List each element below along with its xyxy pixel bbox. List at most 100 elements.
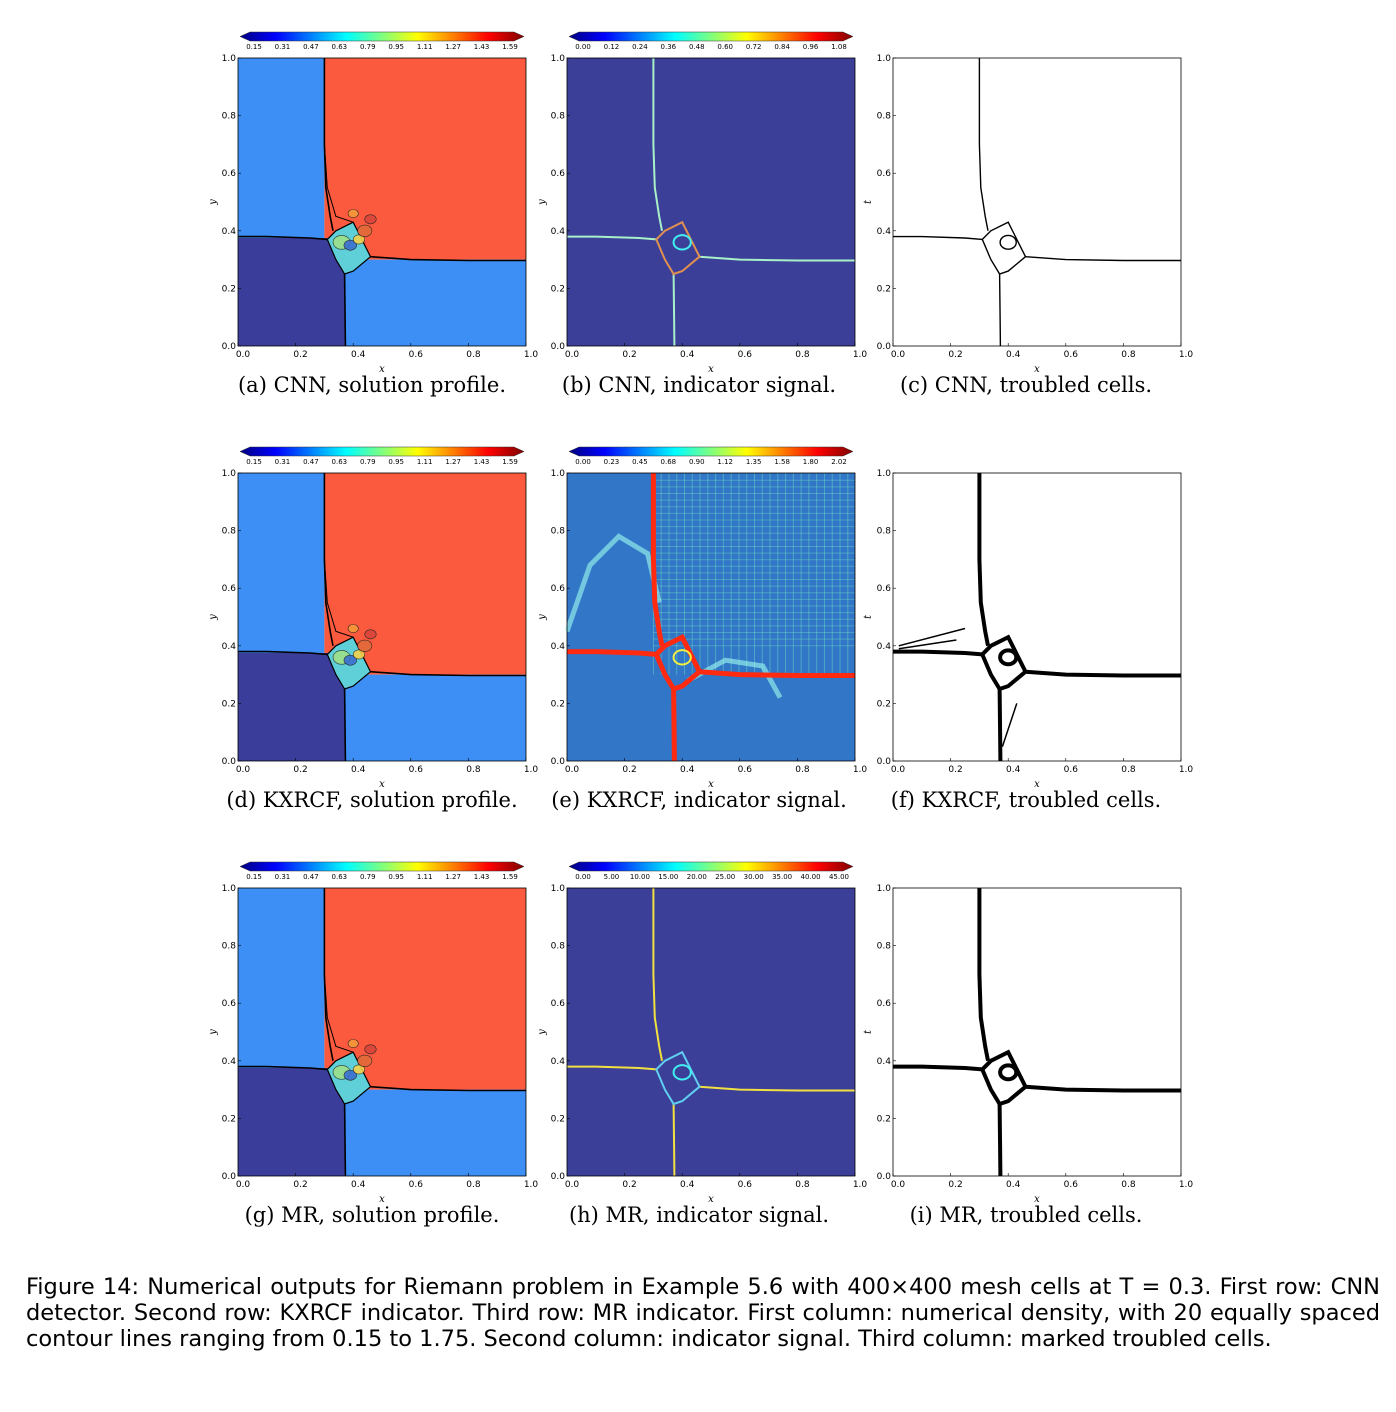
x-tick-label: 0.2 [293,350,307,360]
signal-shock-line [567,1065,657,1071]
x-tick-label: 0.8 [1121,1180,1136,1190]
colorbar-tick-label: 45.00 [829,873,849,881]
colorbar-tick-label: 0.47 [303,873,319,881]
colorbar-tick-label: 5.00 [604,873,620,881]
x-tick-label: 0.0 [236,1180,251,1190]
x-tick-label: 0.2 [948,350,962,360]
y-tick-label: 0.8 [222,527,237,537]
colorbar-tick-label: 0.79 [360,43,376,51]
contact-contour [323,144,354,223]
y-tick-label: 0.6 [877,999,892,1009]
contour-blob [364,629,377,640]
x-tick-label: 0.0 [891,765,906,775]
x-tick-label: 0.6 [738,1180,753,1190]
colorbar-tick-label: 0.60 [717,43,733,51]
figure-caption: Figure 14: Numerical outputs for Riemann… [26,1274,1380,1352]
colorbar-tick-label: 0.31 [275,873,291,881]
y-tick-label: 0.4 [222,1057,237,1067]
x-tick-label: 0.2 [622,765,636,775]
colorbar-tick-label: 0.36 [661,43,677,51]
subcaption-d: (d) KXRCF, solution profile. [226,788,518,812]
x-axis-label: x [379,779,385,790]
troubled-cells-line [1025,1084,1181,1093]
x-tick-label: 0.6 [409,1180,424,1190]
y-axis-label: t [863,199,874,204]
quadrant-bottom-left [238,1068,345,1176]
colorbar-tick-label: 0.63 [332,43,348,51]
contour-blob [352,234,366,245]
x-axis-label: x [1034,779,1040,790]
plot-frame [237,472,527,762]
colorbar [239,861,525,872]
y-axis-label: t [863,1029,874,1034]
colorbar-tick-label: 0.63 [332,873,348,881]
signal-vortex [672,649,692,666]
signal-shock-line [699,255,855,262]
quadrant-top-left [238,888,325,1068]
x-tick-label: 0.0 [236,765,251,775]
x-axis-label: x [379,1194,385,1205]
y-tick-label: 0.4 [877,642,892,652]
y-axis-label: y [208,199,219,206]
colorbar-tick-label: 0.00 [575,873,591,881]
quadrant-bottom-right [344,259,526,346]
signal-interaction-boundary [655,1050,701,1106]
x-tick-label: 0.2 [948,765,962,775]
x-axis-label: x [1034,364,1040,375]
x-tick-label: 0.6 [738,765,753,775]
colorbar-tick-label: 30.00 [744,873,764,881]
cells-background [893,58,1181,346]
y-axis-label: y [208,614,219,621]
x-tick-label: 0.6 [1064,350,1079,360]
y-tick-label: 0.6 [222,999,237,1009]
y-tick-label: 0.0 [551,757,566,767]
contour-blob [347,624,359,633]
colorbar-tick-label: 0.31 [275,458,291,466]
y-tick-label: 0.2 [877,1114,891,1124]
troubled-cells-line [893,235,983,241]
x-tick-label: 0.8 [466,1180,481,1190]
panel-b: 0.00 0.12 0.24 0.36 0.48 0.60 0.72 0.84 0.96 1.08… [537,31,867,375]
plot-frame [892,887,1182,1177]
x-tick-label: 0.2 [622,350,636,360]
colorbar [568,861,854,872]
troubled-cells-line [893,1064,983,1072]
y-tick-label: 0.8 [222,112,237,122]
subcaption-i: (i) MR, troubled cells. [909,1203,1143,1227]
colorbar-tick-label: 0.15 [246,458,262,466]
x-axis-label: x [708,364,714,375]
contour-blob [347,209,359,218]
colorbar-tick-label: 2.02 [831,458,847,466]
plot-frame [892,57,1182,347]
troubled-cells-line [997,688,1003,762]
colorbar [568,446,854,457]
x-tick-label: 0.4 [1006,1180,1021,1190]
plot-frame [237,57,527,347]
y-tick-label: 0.4 [551,642,566,652]
y-tick-label: 0.8 [877,112,892,122]
troubled-cells-spur [898,627,966,647]
quadrant-bottom-right [344,674,526,761]
colorbar-tick-label: 0.84 [774,43,790,51]
x-tick-label: 1.0 [524,765,539,775]
x-tick-label: 0.8 [795,350,810,360]
colorbar-tick-label: 1.27 [445,873,461,881]
signal-shock-line [567,235,657,241]
y-tick-label: 1.0 [222,884,237,894]
signal-shock-line [567,649,657,657]
contour-blob [352,1064,366,1075]
x-tick-label: 0.2 [293,765,307,775]
colorbar-tick-label: 35.00 [772,873,792,881]
x-tick-label: 0.0 [565,1180,580,1190]
contour-blob [364,1044,377,1055]
x-axis-label: x [379,364,385,375]
colorbar-tick-label: 1.27 [445,43,461,51]
signal-vortex [672,1064,692,1081]
colorbar-tick-label: 1.43 [474,873,490,881]
quadrant-top-left [238,473,325,653]
signal-shock-line [652,58,663,231]
contact-contour [323,974,354,1053]
y-tick-label: 0.0 [222,342,237,352]
colorbar-tick-label: 0.72 [746,43,762,51]
colorbar-tick-label: 1.11 [417,458,433,466]
